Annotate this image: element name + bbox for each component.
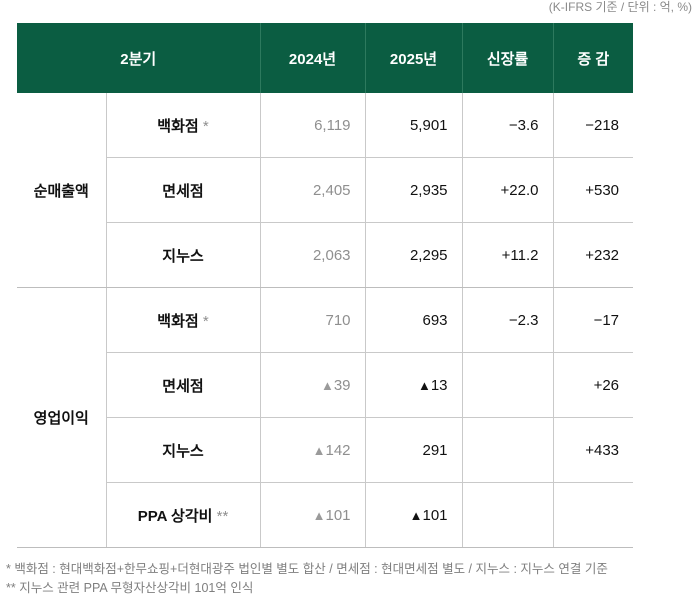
value-2024: ▲142 [259,417,366,483]
deficit-triangle-icon: ▲ [409,507,423,523]
header-quarter: 2분기 [17,23,261,93]
earnings-table: 2분기 2024년 2025년 신장률 증 감 순매출액 백화점 * 6,119… [17,23,634,548]
value-growth: −2.3 [461,287,554,353]
value-2025: 2,295 [364,222,463,288]
row-label: 지누스 [105,417,261,483]
table-row: 면세점 ▲39 ▲13 +26 [17,352,634,418]
table-row: 순매출액 백화점 * 6,119 5,901 −3.6 −218 [17,93,634,288]
value-2025: 291 [364,417,463,483]
deficit-triangle-icon: ▲ [320,377,334,393]
value-2024: 6,119 [259,93,366,158]
value-2024: 2,063 [259,222,366,288]
value-2025: ▲13 [364,352,463,418]
value-2025: 693 [364,287,463,353]
header-growth: 신장률 [461,23,554,93]
table-row: 지누스 ▲142 291 +433 [17,417,634,483]
unit-note: (K-IFRS 기준 / 단위 : 억, %) [548,0,692,14]
deficit-triangle-icon: ▲ [417,377,431,393]
table-row: 영업이익 백화점 * 710 693 −2.3 −17 [17,287,634,548]
value-change: −17 [552,287,634,353]
table-row: 지누스 2,063 2,295 +11.2 +232 [17,222,634,288]
value-growth [461,417,554,483]
footnote-1: * 백화점 : 현대백화점+한무쇼핑+더현대광주 법인별 별도 합산 / 면세점… [6,562,608,576]
value-change: +26 [552,352,634,418]
value-growth: +11.2 [461,222,554,288]
value-2024: ▲39 [259,352,366,418]
header-2025: 2025년 [364,23,463,93]
table-row: 면세점 2,405 2,935 +22.0 +530 [17,157,634,223]
value-growth [461,482,554,548]
value-2024: 710 [259,287,366,353]
value-2024: 2,405 [259,157,366,223]
footnote-2: ** 지누스 관련 PPA 무형자산상각비 101억 인식 [6,581,254,595]
value-change: +232 [552,222,634,288]
value-growth [461,352,554,418]
value-change: +530 [552,157,634,223]
footnote-mark: * [202,312,209,330]
value-2025: 2,935 [364,157,463,223]
row-label: 지누스 [105,222,261,288]
footnotes: * 백화점 : 현대백화점+한무쇼핑+더현대광주 법인별 별도 합산 / 면세점… [6,560,608,598]
row-label: 백화점 * [105,287,261,353]
value-2025: ▲101 [364,482,463,548]
row-label: 면세점 [105,157,261,223]
group-label-operating-profit: 영업이익 [17,287,106,548]
deficit-triangle-icon: ▲ [312,507,326,523]
row-label: 백화점 * [105,93,261,158]
value-change: −218 [552,93,634,158]
table-row: PPA 상각비 ** ▲101 ▲101 [17,482,634,548]
value-change [552,482,634,548]
table-header-row: 2분기 2024년 2025년 신장률 증 감 [17,23,634,93]
value-2024: ▲101 [259,482,366,548]
deficit-triangle-icon: ▲ [312,442,326,458]
row-label: PPA 상각비 ** [105,482,261,548]
header-change: 증 감 [552,23,634,93]
value-growth: −3.6 [461,93,554,158]
value-2025: 5,901 [364,93,463,158]
value-change: +433 [552,417,634,483]
row-label: 면세점 [105,352,261,418]
footnote-mark: ** [216,507,229,525]
header-2024: 2024년 [259,23,366,93]
group-label-revenue: 순매출액 [17,93,106,288]
footnote-mark: * [202,117,209,135]
value-growth: +22.0 [461,157,554,223]
